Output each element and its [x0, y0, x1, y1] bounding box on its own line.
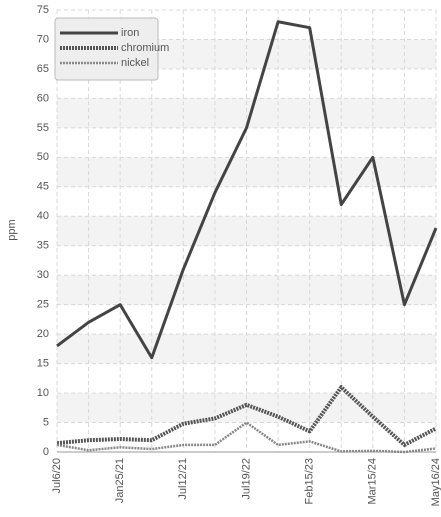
- legend-label: iron: [121, 27, 139, 39]
- legend: iron chromium nickel: [54, 17, 169, 81]
- y-tick-label: 0: [43, 446, 49, 458]
- series-line: [56, 385, 437, 447]
- y-tick-label: 45: [37, 181, 49, 193]
- y-tick-label: 50: [37, 151, 49, 163]
- x-tick-label: May16/24: [430, 458, 441, 506]
- x-tick-label: Jan25/21: [114, 458, 126, 503]
- y-tick-label: 5: [43, 416, 49, 428]
- legend-label: nickel: [121, 57, 149, 69]
- y-tick-label: 20: [37, 328, 49, 340]
- y-tick-label: 75: [37, 4, 49, 16]
- y-tick-label: 70: [37, 33, 49, 45]
- x-tick-label: Feb15/23: [304, 458, 316, 504]
- y-tick-label: 15: [37, 358, 49, 370]
- x-tick-label: Jul12/21: [177, 458, 189, 500]
- y-tick-label: 30: [37, 269, 49, 281]
- series-line: [56, 421, 437, 454]
- y-tick-label: 65: [37, 63, 49, 75]
- x-tick-label: Mar15/24: [367, 458, 379, 504]
- y-tick-label: 25: [37, 299, 49, 311]
- y-tick-label: 40: [37, 210, 49, 222]
- x-tick-label: Jul6/20: [51, 458, 63, 493]
- y-tick-label: 60: [37, 92, 49, 104]
- series-line: [56, 20, 438, 360]
- y-tick-label: 55: [37, 122, 49, 134]
- y-tick-label: 10: [37, 387, 49, 399]
- y-axis-label: ppm: [6, 219, 18, 240]
- x-tick-label: Jul19/22: [240, 458, 252, 500]
- y-tick-label: 35: [37, 240, 49, 252]
- legend-label: chromium: [121, 42, 169, 54]
